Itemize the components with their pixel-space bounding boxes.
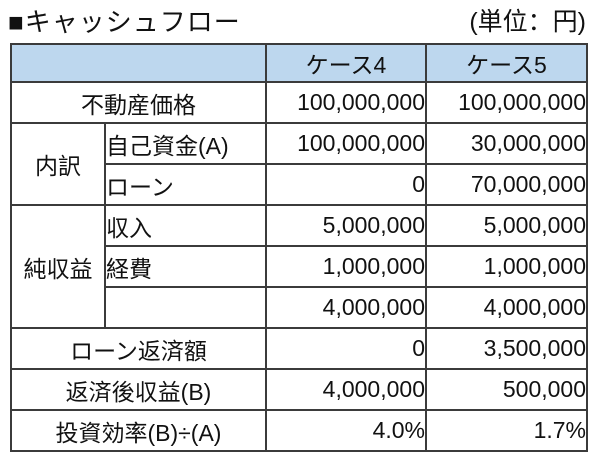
group-label-breakdown: 内訳 bbox=[10, 122, 106, 206]
page-title: ■キャッシュフロー bbox=[8, 6, 241, 37]
row-post-repayment-income: 返済後収益(B) 4,000,000 500,000 bbox=[10, 368, 588, 411]
value-property-price-case4: 100,000,000 bbox=[265, 81, 427, 124]
row-loan: ローン 0 70,000,000 bbox=[11, 163, 588, 206]
row-income: 純収益 収入 5,000,000 5,000,000 bbox=[10, 204, 588, 329]
table-header-row: ケース4 ケース5 bbox=[10, 43, 588, 83]
label-post-repayment-income: 返済後収益(B) bbox=[10, 368, 267, 411]
value-expenses-case5: 1,000,000 bbox=[425, 245, 588, 288]
unit-note: (単位：円) bbox=[469, 8, 586, 36]
label-net-income-total bbox=[104, 286, 267, 329]
row-expenses: 経費 1,000,000 1,000,000 bbox=[11, 245, 588, 288]
label-loan: ローン bbox=[104, 163, 267, 206]
label-own-funds: 自己資金(A) bbox=[104, 122, 267, 165]
row-loan-repayment: ローン返済額 0 3,500,000 bbox=[10, 327, 588, 370]
row-net-income-total: 4,000,000 4,000,000 bbox=[11, 286, 588, 329]
label-expenses: 経費 bbox=[104, 245, 267, 288]
value-property-price-case5: 100,000,000 bbox=[425, 81, 588, 124]
value-net-income-case4: 4,000,000 bbox=[265, 286, 427, 329]
label-income: 収入 bbox=[104, 204, 267, 247]
header-empty-cell bbox=[10, 43, 267, 83]
row-own-funds: 内訳 自己資金(A) 100,000,000 30,000,000 bbox=[10, 122, 588, 206]
value-income-case5: 5,000,000 bbox=[425, 204, 588, 247]
value-investment-efficiency-case5: 1.7% bbox=[425, 409, 588, 452]
value-loan-repayment-case5: 3,500,000 bbox=[425, 327, 588, 370]
value-post-repayment-income-case5: 500,000 bbox=[425, 368, 588, 411]
cashflow-table: ケース4 ケース5 不動産価格 100,000,000 100,000,000 … bbox=[10, 43, 588, 452]
row-investment-efficiency: 投資効率(B)÷(A) 4.0% 1.7% bbox=[10, 409, 588, 452]
row-property-price: 不動産価格 100,000,000 100,000,000 bbox=[10, 81, 588, 124]
value-own-funds-case5: 30,000,000 bbox=[425, 122, 588, 165]
title-bar: ■キャッシュフロー (単位：円) bbox=[8, 2, 586, 38]
value-loan-case5: 70,000,000 bbox=[425, 163, 588, 206]
label-investment-efficiency: 投資効率(B)÷(A) bbox=[10, 409, 267, 452]
header-case4: ケース4 bbox=[265, 43, 427, 83]
header-case5: ケース5 bbox=[425, 43, 588, 83]
value-post-repayment-income-case4: 4,000,000 bbox=[265, 368, 427, 411]
value-income-case4: 5,000,000 bbox=[265, 204, 427, 247]
value-own-funds-case4: 100,000,000 bbox=[265, 122, 427, 165]
label-loan-repayment: ローン返済額 bbox=[10, 327, 267, 370]
value-loan-repayment-case4: 0 bbox=[265, 327, 427, 370]
value-loan-case4: 0 bbox=[265, 163, 427, 206]
group-label-net-income: 純収益 bbox=[10, 204, 106, 329]
label-property-price: 不動産価格 bbox=[10, 81, 267, 124]
value-investment-efficiency-case4: 4.0% bbox=[265, 409, 427, 452]
value-net-income-case5: 4,000,000 bbox=[425, 286, 588, 329]
value-expenses-case4: 1,000,000 bbox=[265, 245, 427, 288]
